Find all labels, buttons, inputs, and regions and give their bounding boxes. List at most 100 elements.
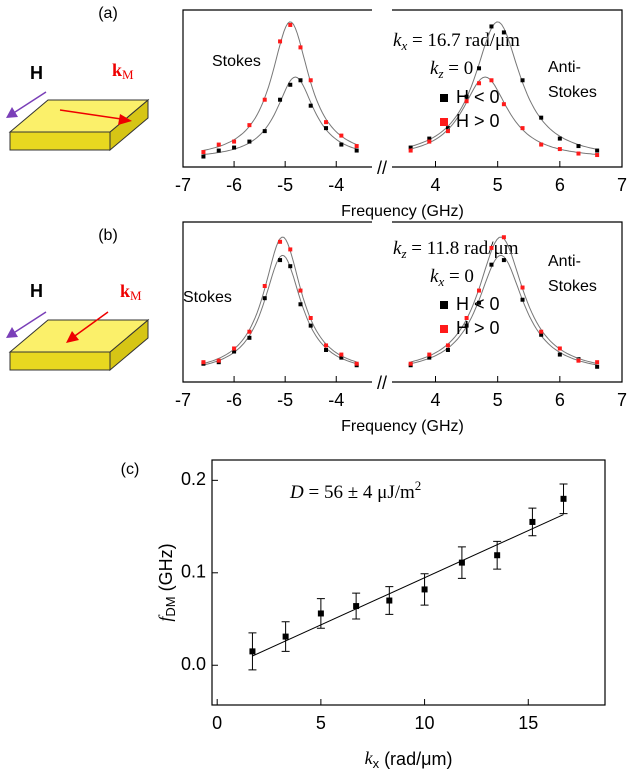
legend-swatch — [440, 94, 448, 102]
panel-label: (b) — [98, 227, 118, 244]
rest: (GHz) — [156, 543, 176, 596]
rest: = 16.7 rad/μm — [407, 30, 520, 51]
data-point — [278, 258, 283, 263]
data-point — [427, 352, 432, 357]
data-point — [339, 133, 344, 138]
subscript: x — [373, 756, 380, 771]
data-point — [520, 297, 525, 302]
field-label: H — [30, 63, 43, 83]
data-point — [489, 24, 494, 29]
panel-label: (a) — [98, 5, 118, 22]
rest: = 0 — [444, 58, 474, 79]
data-point — [324, 120, 329, 125]
data-point — [298, 288, 303, 293]
subscript: x — [437, 274, 444, 289]
data-point — [445, 129, 450, 134]
data-point — [262, 296, 267, 301]
data-point — [557, 346, 562, 351]
data-point — [247, 335, 252, 340]
anti-stokes-label: Stokes — [548, 278, 597, 295]
data-point — [576, 144, 581, 149]
fit-line — [252, 514, 564, 657]
data-point — [308, 316, 313, 320]
data-point — [576, 358, 581, 363]
wave-symbol: k — [120, 281, 130, 301]
y-tick-label: 0.2 — [181, 469, 206, 489]
x-tick-label: -7 — [175, 175, 191, 195]
x-tick-label: 5 — [316, 713, 326, 733]
x-tick-label: -4 — [328, 175, 344, 195]
data-point — [201, 154, 206, 159]
rich-label: fDM (GHz) — [155, 543, 178, 621]
axis-frame — [211, 459, 606, 706]
data-point — [262, 284, 267, 288]
rest: = 56 ± 4 μJ/m — [304, 482, 415, 503]
x-tick-label: 7 — [617, 390, 627, 410]
data-point — [232, 139, 237, 144]
data-point — [501, 235, 506, 240]
data-point — [557, 147, 562, 152]
symbol: k — [393, 238, 402, 259]
field-label: H — [30, 281, 43, 301]
anti-stokes-label: Stokes — [548, 84, 597, 101]
anti-stokes-label: Anti- — [548, 59, 581, 76]
rich-label: D = 56 ± 4 μJ/m2 — [289, 478, 421, 503]
data-point — [288, 22, 293, 27]
data-point — [278, 239, 283, 244]
stokes-label: Stokes — [212, 53, 261, 70]
data-point — [494, 552, 501, 559]
data-point — [288, 82, 293, 87]
data-point — [278, 97, 283, 102]
data-point — [501, 30, 506, 35]
data-point — [324, 348, 329, 352]
data-point — [324, 343, 329, 348]
data-point — [408, 148, 413, 153]
sample-sketch-a — [6, 91, 150, 152]
data-point — [445, 343, 450, 348]
anti-stokes-label: Anti- — [548, 253, 581, 270]
fit-curve — [203, 254, 598, 366]
wave-symbol: k — [112, 60, 122, 80]
data-point — [529, 518, 536, 525]
stokes-label: Stokes — [183, 289, 232, 306]
data-point — [477, 81, 482, 86]
x-tick-label: 6 — [555, 390, 565, 410]
data-point — [282, 633, 289, 640]
wave-sub: M — [130, 288, 142, 303]
panel-label: (c) — [121, 461, 140, 478]
subscript: DM — [163, 596, 178, 616]
data-point — [232, 145, 237, 150]
fit-curve — [203, 21, 598, 155]
data-point — [445, 126, 450, 131]
wave-sub: M — [122, 67, 134, 82]
x-tick-label: 5 — [493, 390, 503, 410]
data-point — [247, 123, 252, 128]
data-point — [201, 150, 206, 155]
y-tick-label: 0.1 — [181, 562, 206, 582]
x-tick-label: -5 — [277, 175, 293, 195]
data-point — [464, 323, 469, 328]
data-point — [353, 603, 360, 610]
data-point — [595, 364, 600, 369]
legend-label: H > 0 — [456, 111, 500, 131]
data-point — [232, 349, 237, 354]
data-point — [201, 360, 206, 365]
data-point — [298, 78, 303, 83]
symbol: k — [430, 266, 439, 287]
data-point — [408, 361, 413, 366]
axis-break: // — [377, 158, 387, 178]
data-point — [501, 258, 506, 263]
superscript: 2 — [415, 478, 422, 493]
data-point — [501, 102, 506, 107]
symbol: k — [430, 58, 439, 79]
data-point — [262, 129, 267, 134]
data-point — [539, 329, 544, 334]
data-point — [298, 45, 303, 50]
data-point — [308, 78, 313, 83]
data-point — [557, 352, 562, 357]
subscript: z — [437, 66, 443, 81]
wave-label: kM — [120, 281, 142, 303]
data-point — [539, 115, 544, 120]
legend-swatch — [440, 325, 448, 333]
